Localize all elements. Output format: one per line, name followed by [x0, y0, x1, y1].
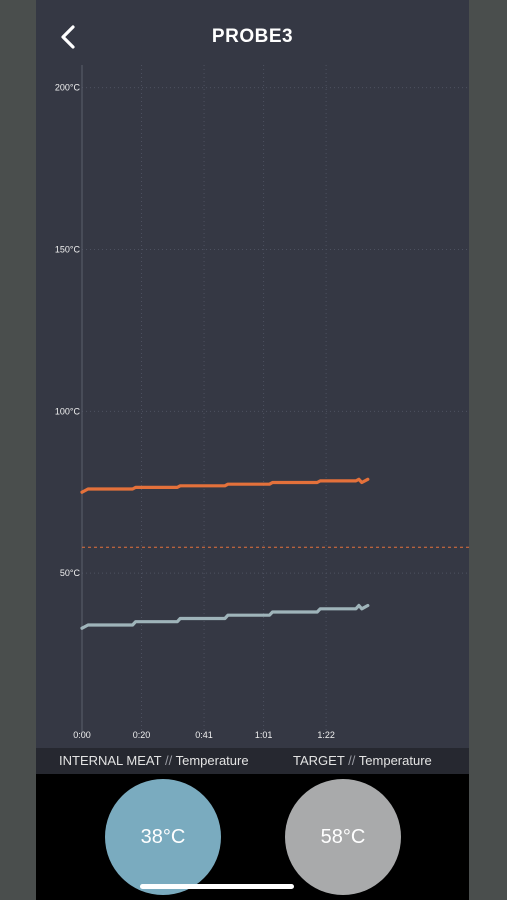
legend-target-name: TARGET — [293, 753, 345, 768]
home-indicator[interactable] — [140, 884, 294, 889]
readout-panel: 38°C 58°C — [36, 774, 469, 900]
chevron-left-icon — [61, 25, 75, 49]
probe-screen: 50°C 100°C 150°C 200°C 0:00 0:20 0:41 1:01 1:22 … — [36, 0, 469, 900]
x-tick-label: 1:01 — [255, 730, 273, 740]
target-temp-readout[interactable]: 58°C — [285, 779, 401, 895]
back-button[interactable] — [54, 22, 82, 52]
legend-target: TARGET // Temperature — [293, 753, 432, 768]
legend-separator: // — [164, 753, 173, 768]
temperature-chart: 50°C 100°C 150°C 200°C 0:00 0:20 0:41 1:01 1:22 — [55, 65, 469, 740]
internal-temp-line — [80, 603, 370, 630]
legend-internal: INTERNAL MEAT // Temperature — [59, 753, 249, 768]
legend-temperature-label: Temperature — [175, 753, 249, 768]
internal-temp-readout[interactable]: 38°C — [105, 779, 221, 895]
legend-separator: // — [348, 753, 356, 768]
legend-bar: INTERNAL MEAT // Temperature TARGET // T… — [36, 748, 469, 774]
legend-temperature-label: Temperature — [358, 753, 432, 768]
y-tick-label: 100°C — [55, 406, 81, 416]
x-tick-label: 1:22 — [317, 730, 335, 740]
header: PROBE3 — [36, 0, 469, 72]
page-title: PROBE3 — [211, 26, 294, 47]
y-tick-label: 200°C — [55, 83, 81, 93]
x-tick-label: 0:20 — [133, 730, 151, 740]
internal-temp-value: 38°C — [140, 825, 186, 848]
y-tick-label: 50°C — [60, 568, 81, 578]
x-tick-label: 0:00 — [73, 730, 91, 740]
legend-internal-name: INTERNAL MEAT — [59, 753, 162, 768]
ambient-temp-line — [80, 477, 370, 494]
y-tick-label: 150°C — [55, 244, 81, 254]
target-temp-value: 58°C — [320, 825, 366, 848]
x-tick-label: 0:41 — [195, 730, 213, 740]
